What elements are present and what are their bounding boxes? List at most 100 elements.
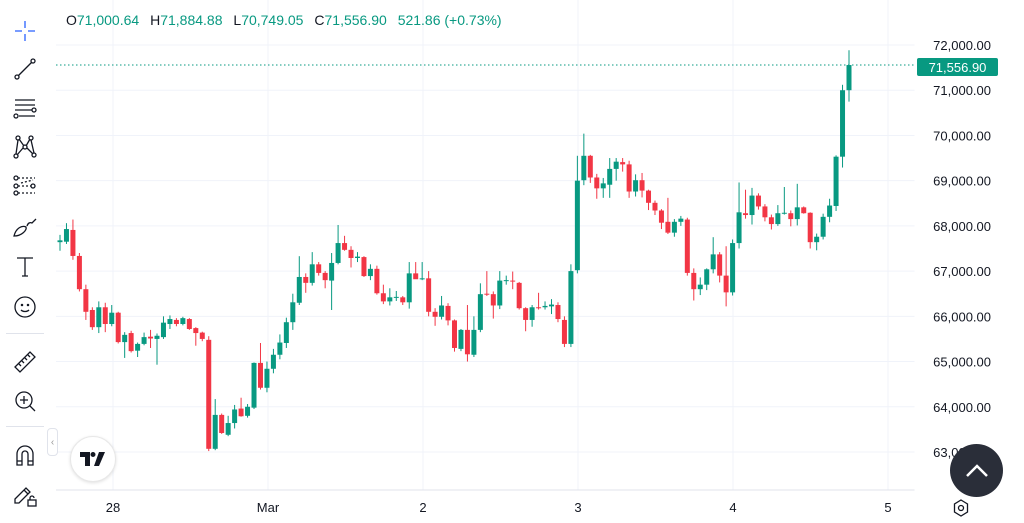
candle xyxy=(83,284,89,320)
drawing-toolbar xyxy=(0,0,52,523)
candle-body xyxy=(186,319,192,329)
lock-drawings-tool[interactable] xyxy=(8,478,42,512)
candle xyxy=(393,290,399,301)
candle xyxy=(807,212,813,249)
candle-body xyxy=(749,195,755,216)
candle-body xyxy=(96,307,102,328)
candle xyxy=(277,334,283,360)
candle-body xyxy=(245,406,251,416)
candle xyxy=(477,283,483,333)
candle xyxy=(193,327,199,346)
lock-drawing-icon xyxy=(14,487,37,507)
time-axis[interactable]: 28 Mar 2 3 4 5 xyxy=(106,500,892,515)
high-value: 71,884.88 xyxy=(160,12,223,28)
candle-body xyxy=(63,229,69,242)
candle xyxy=(206,336,212,452)
candle xyxy=(186,318,192,330)
ruler-icon xyxy=(14,351,36,373)
text-tool[interactable] xyxy=(8,250,42,284)
candles xyxy=(57,50,852,452)
candle xyxy=(464,305,470,362)
low-value: 70,749.05 xyxy=(241,12,304,28)
candle xyxy=(620,158,626,172)
brush-tool[interactable] xyxy=(8,210,42,244)
candle xyxy=(633,174,639,197)
collapse-toolbar-button[interactable]: ‹ xyxy=(47,428,58,456)
candle-body xyxy=(452,320,457,348)
chart-settings-icon[interactable] xyxy=(951,498,971,518)
candle xyxy=(490,291,496,319)
candle xyxy=(549,299,555,315)
chevron-up-icon xyxy=(965,463,988,477)
candle xyxy=(820,213,826,240)
candle xyxy=(70,219,76,260)
candle-body xyxy=(212,414,218,449)
candle-body xyxy=(348,249,354,258)
candle-body xyxy=(206,339,212,449)
candle-body xyxy=(827,205,833,217)
candle-body xyxy=(135,343,141,351)
candle xyxy=(406,262,412,309)
candle xyxy=(814,233,820,251)
candle-body xyxy=(549,304,555,307)
horizontal-lines-tool[interactable] xyxy=(8,91,42,125)
candle-body xyxy=(426,278,432,312)
candle xyxy=(561,316,567,348)
fib-tool[interactable] xyxy=(8,169,42,203)
tradingview-logo[interactable] xyxy=(70,436,116,482)
candle-body xyxy=(374,268,380,294)
scroll-to-realtime-button[interactable] xyxy=(950,444,1003,497)
zoom-in-icon xyxy=(15,391,36,412)
candle xyxy=(89,307,95,330)
candle xyxy=(587,154,593,183)
candle-body xyxy=(322,272,328,281)
candle xyxy=(788,210,794,227)
candle-body xyxy=(807,212,813,243)
measure-tool[interactable] xyxy=(8,345,42,379)
candle-body xyxy=(755,195,761,207)
fib-retracement-icon xyxy=(13,175,36,196)
open-label: O xyxy=(66,12,77,28)
candle xyxy=(354,252,360,263)
candle xyxy=(717,252,723,283)
candle xyxy=(781,186,787,215)
magnet-tool[interactable] xyxy=(8,438,42,472)
candle xyxy=(387,288,393,306)
candle-body xyxy=(380,293,386,302)
candle xyxy=(542,301,548,310)
zoom-in-tool[interactable] xyxy=(8,384,42,418)
price-tick-label: 71,000.00 xyxy=(933,83,991,98)
pattern-tool[interactable] xyxy=(8,130,42,164)
candle xyxy=(173,318,179,327)
emoji-tool[interactable] xyxy=(8,290,42,324)
price-tick-label: 69,000.00 xyxy=(933,174,991,189)
candle xyxy=(639,172,645,198)
candle-body xyxy=(723,275,729,293)
magnet-icon xyxy=(16,445,34,466)
candle-body xyxy=(342,243,348,250)
candle-body xyxy=(762,206,768,218)
candle-body xyxy=(296,276,302,303)
candle-body xyxy=(600,183,606,189)
change-value: 521.86 (+0.73%) xyxy=(397,12,502,28)
candle xyxy=(697,277,703,296)
crosshair-icon xyxy=(15,21,35,41)
candle xyxy=(329,253,335,310)
crosshair-tool[interactable] xyxy=(8,14,42,48)
price-tick-label: 64,000.00 xyxy=(933,400,991,415)
text-icon xyxy=(17,257,33,277)
price-axis[interactable]: 72,000.00 71,000.00 70,000.00 69,000.00 68,0… xyxy=(933,38,991,460)
trend-line-tool[interactable] xyxy=(8,52,42,86)
candle-body xyxy=(607,168,613,185)
candle-body xyxy=(173,319,179,325)
candle-body xyxy=(219,414,225,433)
candle-body xyxy=(613,161,619,169)
candle xyxy=(160,316,166,339)
candle-body xyxy=(523,308,529,320)
candle-body xyxy=(128,333,134,352)
candle xyxy=(710,237,716,274)
candle-body xyxy=(652,202,658,211)
candle xyxy=(367,264,373,281)
candle xyxy=(445,303,451,326)
